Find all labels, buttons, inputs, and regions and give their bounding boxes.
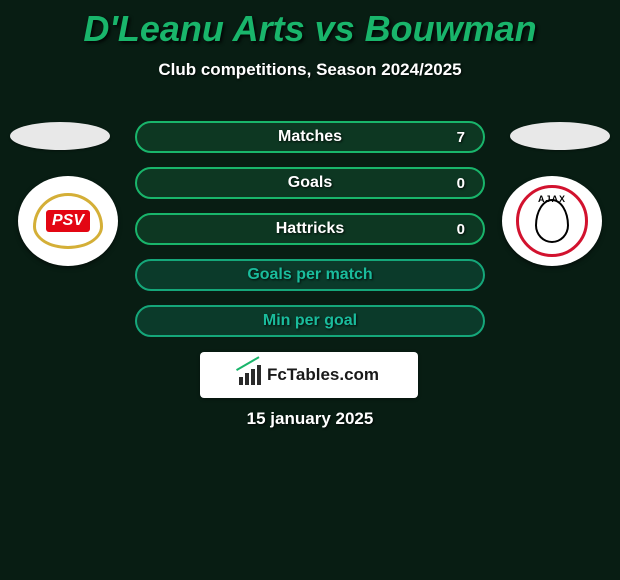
ajax-badge-icon [516, 185, 588, 257]
stat-bar: Matches 7 [135, 121, 485, 153]
stat-bar-label: Goals [288, 174, 332, 192]
stat-bar-label: Min per goal [263, 312, 357, 330]
date-label: 15 january 2025 [0, 409, 620, 429]
brand-text: FcTables.com [267, 365, 379, 385]
psv-badge-icon [33, 193, 103, 249]
stat-bar: Hattricks 0 [135, 213, 485, 245]
stat-bar: Goals per match [135, 259, 485, 291]
brand-box: FcTables.com [200, 352, 418, 398]
stat-bar: Min per goal [135, 305, 485, 337]
page-title: D'Leanu Arts vs Bouwman [0, 0, 620, 50]
stat-bar-label: Hattricks [276, 220, 344, 238]
stat-bar-value: 0 [457, 175, 465, 192]
stat-bar-label: Matches [278, 128, 342, 146]
stat-bar-value: 7 [457, 129, 465, 146]
player-oval-left [10, 122, 110, 150]
club-logo-left [18, 176, 118, 266]
stat-bar: Goals 0 [135, 167, 485, 199]
stat-bars: Matches 7 Goals 0 Hattricks 0 Goals per match M… [135, 121, 485, 351]
subtitle: Club competitions, Season 2024/2025 [0, 60, 620, 80]
player-oval-right [510, 122, 610, 150]
stat-bar-label: Goals per match [247, 266, 372, 284]
stat-bar-value: 0 [457, 221, 465, 238]
fctables-icon [239, 365, 261, 385]
club-logo-right [502, 176, 602, 266]
